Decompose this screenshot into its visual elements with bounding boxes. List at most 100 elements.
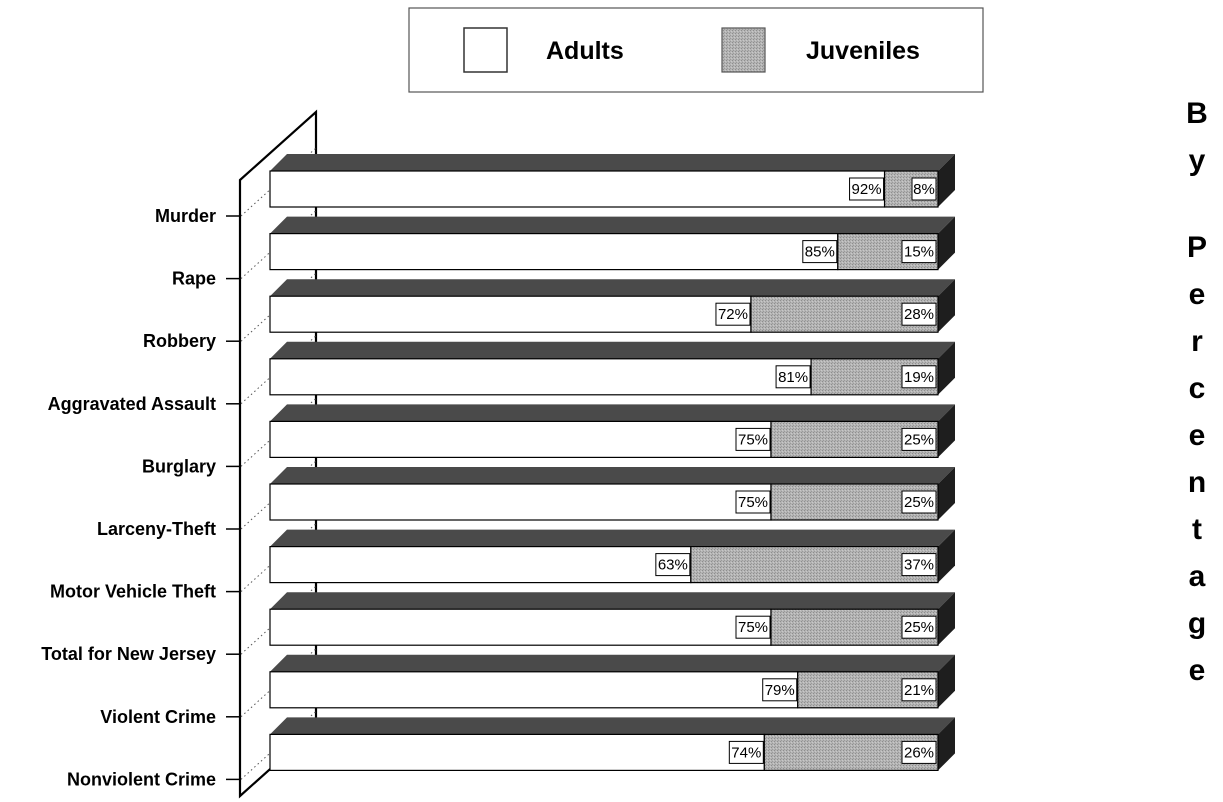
- side-title-char: r: [1191, 325, 1203, 358]
- value-label-adults: 75%: [738, 619, 768, 636]
- side-title-char: e: [1189, 654, 1206, 687]
- category-label-total-for-new-jersey: Total for New Jersey: [41, 644, 216, 664]
- bar-row-rape: 85% 15%: [269, 216, 955, 271]
- value-label-juveniles: 21%: [904, 682, 934, 699]
- value-box-juveniles: [901, 615, 937, 639]
- value-box-adults: [655, 553, 691, 577]
- bar-side-face: [938, 404, 955, 458]
- category-label-violent-crime: Violent Crime: [100, 707, 216, 727]
- bar-side-face: [938, 279, 955, 333]
- value-box-juveniles: [901, 678, 937, 702]
- value-box-juveniles: [901, 302, 937, 326]
- value-box-adults: [802, 240, 838, 264]
- bar-adults: [269, 483, 772, 521]
- value-label-adults: 74%: [731, 744, 761, 761]
- bar-adults: [269, 170, 886, 208]
- bar-row-burglary: 75% 25%: [269, 404, 955, 458]
- bar-adults: [269, 545, 692, 584]
- bar-side-face: [938, 717, 955, 771]
- bar-top-face: [270, 717, 955, 735]
- bar-side-face: [938, 341, 955, 395]
- category-label-motor-vehicle-theft: Motor Vehicle Theft: [50, 582, 216, 602]
- bar-top-face: [270, 154, 955, 171]
- value-label-adults: 81%: [778, 369, 808, 386]
- bar-adults: [269, 608, 772, 646]
- value-label-juveniles: 25%: [904, 494, 934, 511]
- legend: Adults Juveniles: [408, 7, 984, 93]
- bar-juveniles: [690, 545, 939, 584]
- side-title-char: e: [1189, 278, 1206, 311]
- value-box-juveniles: [901, 427, 937, 451]
- value-label-adults: 92%: [852, 181, 882, 198]
- side-title-char: B: [1186, 97, 1208, 130]
- side-title-char: e: [1189, 419, 1206, 452]
- category-label-murder: Murder: [155, 206, 216, 226]
- value-box-adults: [728, 740, 764, 764]
- value-label-juveniles: 28%: [904, 306, 934, 323]
- bar-row-motor-vehicle-theft: 63% 37%: [269, 529, 955, 584]
- bar-adults: [269, 671, 799, 709]
- value-box-adults: [735, 490, 771, 514]
- value-label-juveniles: 25%: [904, 431, 934, 448]
- bars: 92% 8% 85% 15% 72% 28% 81% 19% 75% 25% 75% 25% 63% 37…: [269, 154, 955, 772]
- side-title-char: n: [1188, 466, 1206, 499]
- bar-row-murder: 92% 8%: [269, 154, 955, 208]
- bar-top-face: [270, 279, 955, 297]
- value-box-adults: [849, 177, 885, 201]
- bar-row-nonviolent-crime: 74% 26%: [269, 717, 955, 772]
- value-label-adults: 63%: [658, 557, 688, 574]
- category-label-aggravated-assault: Aggravated Assault: [48, 394, 216, 414]
- legend-swatch-juveniles: [721, 27, 766, 73]
- category-label-robbery: Robbery: [143, 331, 216, 351]
- legend-label-juveniles: Juveniles: [806, 37, 920, 65]
- value-label-juveniles: 26%: [904, 744, 934, 761]
- side-title-char: t: [1192, 513, 1202, 546]
- category-label-burglary: Burglary: [142, 456, 216, 476]
- value-box-adults: [735, 615, 771, 639]
- side-title-char: a: [1189, 560, 1206, 593]
- bar-row-larceny-theft: 75% 25%: [269, 467, 955, 521]
- value-box-juveniles: [901, 365, 937, 389]
- value-box-adults: [775, 365, 811, 389]
- bar-top-face: [270, 404, 955, 422]
- bar-row-violent-crime: 79% 21%: [269, 654, 955, 709]
- bar-adults: [269, 233, 839, 271]
- side-title-char: y: [1189, 144, 1206, 177]
- side-title-char: g: [1188, 607, 1206, 640]
- category-axis: Murder Rape Robbery Aggravated Assault Burgl…: [41, 147, 317, 789]
- bar-adults: [269, 733, 765, 772]
- bar-side-face: [938, 592, 955, 646]
- bar-side-face: [938, 529, 955, 583]
- bar-juveniles: [770, 608, 939, 646]
- value-label-adults: 79%: [765, 682, 795, 699]
- value-box-juveniles: [901, 490, 937, 514]
- value-label-juveniles: 25%: [904, 619, 934, 636]
- value-label-adults: 75%: [738, 494, 768, 511]
- category-label-nonviolent-crime: Nonviolent Crime: [67, 769, 216, 789]
- value-label-adults: 85%: [805, 244, 835, 261]
- value-label-juveniles: 15%: [904, 244, 934, 261]
- bar-top-face: [270, 654, 955, 672]
- legend-swatch-adults: [463, 27, 508, 73]
- category-label-rape: Rape: [172, 269, 216, 289]
- value-box-adults: [762, 678, 798, 702]
- bar-side-face: [938, 467, 955, 520]
- value-label-juveniles: 19%: [904, 369, 934, 386]
- value-label-adults: 72%: [718, 306, 748, 323]
- legend-label-adults: Adults: [546, 37, 624, 65]
- bar-top-face: [270, 467, 955, 484]
- bar-top-face: [270, 529, 955, 547]
- value-box-adults: [735, 427, 771, 451]
- value-box-adults: [715, 302, 751, 326]
- bar-top-face: [270, 216, 955, 234]
- bar-row-total-for-new-jersey: 75% 25%: [269, 592, 955, 646]
- bar-side-face: [938, 154, 955, 207]
- bar-row-aggravated-assault: 81% 19%: [269, 341, 955, 396]
- value-box-juveniles: [901, 240, 937, 264]
- value-label-juveniles: 8%: [913, 181, 935, 198]
- bar-top-face: [270, 592, 955, 610]
- side-title-char: P: [1187, 231, 1207, 264]
- bar-adults: [269, 420, 772, 458]
